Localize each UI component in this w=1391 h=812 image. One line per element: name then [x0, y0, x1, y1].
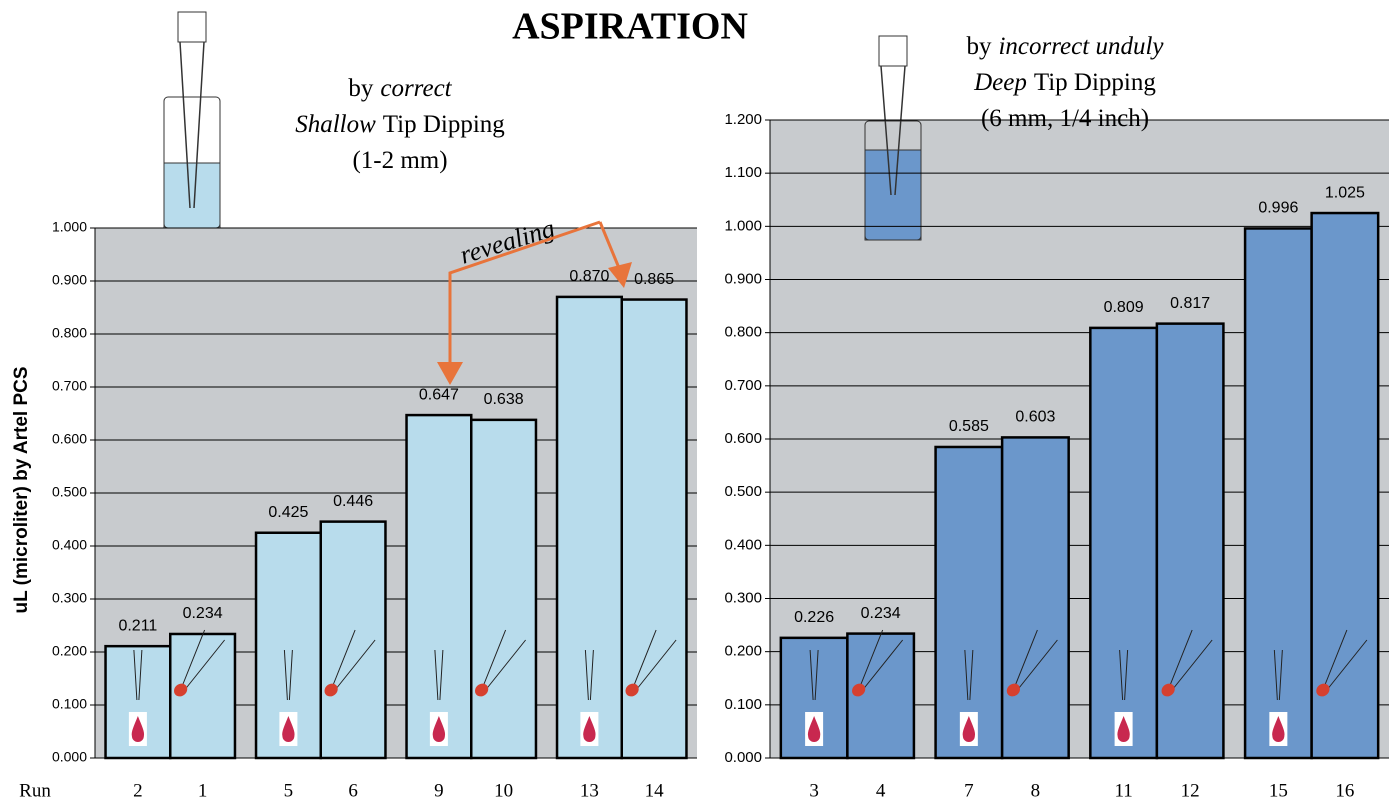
value-label: 0.817 [1170, 295, 1210, 312]
subtitle-part: Tip Dipping [1034, 69, 1157, 96]
value-label: 0.638 [484, 391, 524, 408]
subtitle-part: Tip Dipping [383, 111, 506, 138]
value-label: 1.025 [1325, 184, 1365, 201]
value-label: 0.996 [1258, 200, 1298, 217]
x-tick-label: 13 [580, 780, 599, 801]
x-axis-label: Run [19, 780, 51, 801]
value-label: 0.226 [794, 609, 834, 626]
bar [407, 415, 472, 758]
value-label: 0.585 [949, 418, 989, 435]
y-tick-label: 0.900 [52, 272, 87, 288]
y-tick-label: 0.600 [724, 430, 762, 447]
bar [1245, 228, 1312, 758]
icon-liquid [164, 163, 220, 228]
y-tick-label: 0.400 [724, 536, 762, 553]
subtitle-part: correct [380, 75, 452, 102]
page: ASPIRATION 0.000 0.100 0.200 0.300 0.400 0.50… [0, 0, 1391, 812]
y-tick-label: 0.300 [52, 590, 87, 606]
x-tick-label: 8 [1031, 780, 1041, 801]
y-tick-label: 0.000 [52, 749, 87, 765]
icon-pipette-head [879, 36, 907, 66]
y-tick-label: 0.700 [52, 378, 87, 394]
x-tick-label: 2 [133, 780, 143, 801]
value-label: 0.809 [1104, 299, 1144, 316]
y-tick-label: 0.800 [52, 325, 87, 341]
x-tick-label: 9 [434, 780, 444, 801]
y-tick-label: 0.100 [52, 696, 87, 712]
value-label: 0.647 [419, 386, 459, 403]
subtitle-part: incorrect unduly [998, 33, 1164, 60]
x-tick-label: 5 [284, 780, 294, 801]
x-tick-label: 11 [1114, 780, 1132, 801]
icon-pipette-head [178, 12, 206, 42]
bar [321, 522, 386, 758]
y-tick-label: 0.400 [52, 537, 87, 553]
chart: ASPIRATION 0.000 0.100 0.200 0.300 0.400 0.50… [0, 0, 1391, 812]
value-label: 0.211 [118, 617, 157, 634]
bar [1090, 328, 1157, 758]
y-tick-label: 0.600 [52, 431, 87, 447]
subtitle-part: by [966, 33, 992, 60]
x-tick-label: 1 [198, 780, 208, 801]
y-tick-label: 0.300 [724, 589, 762, 606]
y-axis-label: uL (microliter) by Artel PCS [11, 366, 32, 613]
value-label: 0.425 [268, 504, 308, 521]
value-label: 0.603 [1015, 409, 1055, 426]
y-tick-label: 0.100 [724, 696, 762, 713]
x-tick-label: 3 [809, 780, 819, 801]
subtitle: (1-2 mm) [352, 147, 447, 174]
subtitle: Shallow Tip Dipping [295, 111, 505, 138]
y-tick-label: 0.800 [724, 324, 762, 341]
y-tick-label: 0.900 [724, 270, 762, 287]
subtitle: Deep Tip Dipping [973, 69, 1156, 96]
x-tick-label: 15 [1269, 780, 1288, 801]
subtitle-part: by [348, 75, 374, 102]
bar [1312, 213, 1379, 758]
value-label: 0.870 [569, 268, 609, 285]
subtitle: (6 mm, 1/4 inch) [981, 105, 1149, 132]
x-tick-label: 7 [964, 780, 974, 801]
bar [557, 297, 622, 758]
subtitle-part: (1-2 mm) [352, 147, 447, 174]
subtitle-part: (6 mm, 1/4 inch) [981, 105, 1149, 132]
y-tick-label: 0.500 [52, 484, 87, 500]
y-tick-label: 0.700 [724, 377, 762, 394]
y-tick-label: 0.200 [724, 643, 762, 660]
y-tick-label: 1.000 [52, 219, 87, 235]
bar [936, 447, 1003, 758]
bar [471, 420, 536, 758]
value-label: 0.865 [634, 271, 674, 288]
y-tick-label: 0.500 [724, 483, 762, 500]
value-label: 0.234 [861, 605, 901, 622]
subtitle-part: Deep [973, 69, 1027, 96]
y-tick-label: 0.000 [724, 749, 762, 766]
value-label: 0.234 [183, 605, 223, 622]
x-tick-label: 6 [348, 780, 358, 801]
y-tick-label: 1.000 [724, 217, 762, 234]
value-label: 0.446 [333, 493, 373, 510]
x-tick-label: 14 [645, 780, 665, 801]
y-tick-label: 1.100 [724, 164, 762, 181]
subtitle-part: Shallow [295, 111, 376, 138]
y-tick-label: 0.200 [52, 643, 87, 659]
x-tick-label: 4 [876, 780, 886, 801]
x-tick-label: 16 [1335, 780, 1354, 801]
y-tick-label: 1.200 [724, 111, 762, 128]
x-tick-label: 10 [494, 780, 513, 801]
chart-title: ASPIRATION [512, 6, 748, 48]
bar [1002, 437, 1069, 758]
x-tick-label: 12 [1181, 780, 1200, 801]
